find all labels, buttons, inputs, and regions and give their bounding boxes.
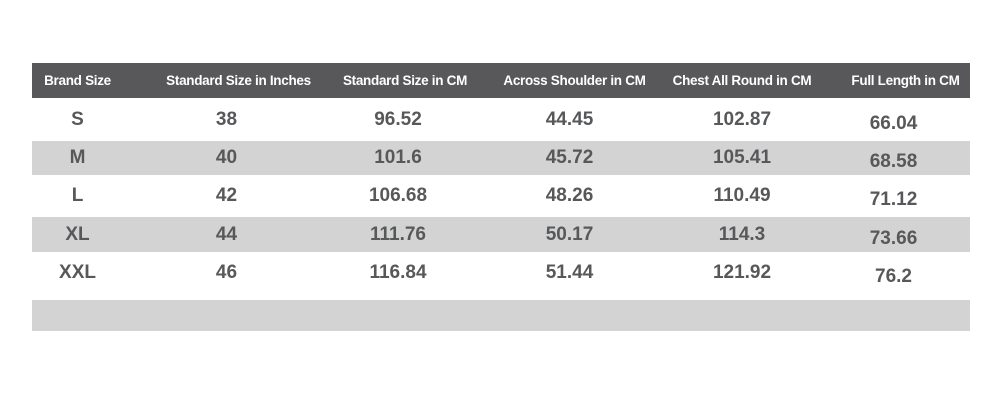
table-row-size-l: L 42 106.68 48.26 110.49 71.12 xyxy=(32,175,970,217)
table-cell: XL xyxy=(32,217,157,252)
table-cell: 105.41 xyxy=(659,141,825,175)
cell-value: 71.12 xyxy=(869,189,918,210)
cell-value: 45.72 xyxy=(545,147,594,168)
empty-cell xyxy=(32,300,970,331)
column-header-label: Standard Size in Inches xyxy=(166,73,311,88)
table-row-size-s: S 38 96.52 44.45 102.87 66.04 xyxy=(32,98,970,141)
table-row-size-xl: XL 44 111.76 50.17 114.3 73.66 xyxy=(32,217,970,252)
table-cell: L xyxy=(32,175,157,217)
table-cell: 114.3 xyxy=(659,217,825,252)
table-cell: 71.12 xyxy=(825,175,970,217)
column-header-standard-size-inches: Standard Size in Inches xyxy=(157,63,320,98)
table-cell: 73.66 xyxy=(825,217,970,252)
cell-value: XXL xyxy=(59,261,96,283)
cell-value: 101.6 xyxy=(374,147,422,168)
row-spacer xyxy=(32,293,970,300)
cell-value: 38 xyxy=(215,108,238,130)
table-cell: 50.17 xyxy=(490,217,659,252)
column-header-label: Full Length in CM xyxy=(851,73,960,88)
table-cell: 48.26 xyxy=(490,175,659,217)
table-cell: 66.04 xyxy=(825,98,970,141)
table-row-empty xyxy=(32,300,970,331)
table-cell: 76.2 xyxy=(825,252,970,293)
table-cell: 46 xyxy=(157,252,320,293)
table-cell: 44 xyxy=(157,217,320,252)
cell-value: 96.52 xyxy=(374,108,422,130)
cell-value: 73.66 xyxy=(869,227,918,249)
table-cell: 44.45 xyxy=(490,98,659,141)
table-row-size-m: M 40 101.6 45.72 105.41 68.58 xyxy=(32,141,970,175)
table-cell: 101.6 xyxy=(320,141,490,175)
cell-value: 116.84 xyxy=(369,261,427,283)
table-cell: 96.52 xyxy=(320,98,490,141)
cell-value: XL xyxy=(65,223,90,245)
column-header-across-shoulder-cm: Across Shoulder in CM xyxy=(490,63,659,98)
cell-value: M xyxy=(69,147,86,168)
table-cell: 38 xyxy=(157,98,320,141)
column-header-standard-size-cm: Standard Size in CM xyxy=(320,63,490,98)
column-header-label: Brand Size xyxy=(44,73,111,88)
cell-value: 51.44 xyxy=(545,261,594,283)
table-cell: 116.84 xyxy=(320,252,490,293)
table-cell: 51.44 xyxy=(490,252,659,293)
cell-value: 114.3 xyxy=(718,223,766,245)
cell-value: 121.92 xyxy=(712,261,772,283)
cell-value: 76.2 xyxy=(875,265,912,287)
column-header-full-length-cm: Full Length in CM xyxy=(825,63,970,98)
column-header-label: Standard Size in CM xyxy=(342,73,468,88)
cell-value: 44 xyxy=(215,223,238,245)
table-header-row: Brand Size Standard Size in Inches Stand… xyxy=(32,63,970,98)
table-cell: 40 xyxy=(157,141,320,175)
cell-value: 105.41 xyxy=(712,147,772,168)
table-cell: XXL xyxy=(32,252,157,293)
table-cell: 45.72 xyxy=(490,141,659,175)
table-cell: 121.92 xyxy=(659,252,825,293)
cell-value: 50.17 xyxy=(545,223,594,245)
cell-value: 110.49 xyxy=(713,185,771,206)
table-cell: 110.49 xyxy=(659,175,825,217)
column-header-brand-size: Brand Size xyxy=(32,63,157,98)
table-cell: 106.68 xyxy=(320,175,490,217)
column-header-label: Chest All Round in CM xyxy=(672,73,812,88)
table-cell: 111.76 xyxy=(320,217,490,252)
cell-value: S xyxy=(71,108,84,130)
table-cell: S xyxy=(32,98,157,141)
cell-value: 66.04 xyxy=(869,112,918,134)
table-cell: 42 xyxy=(157,175,320,217)
cell-value: 106.68 xyxy=(368,185,428,206)
table-row-size-xxl: XXL 46 116.84 51.44 121.92 76.2 xyxy=(32,252,970,293)
cell-value: 102.87 xyxy=(712,108,772,130)
table-cell: 102.87 xyxy=(659,98,825,141)
spacer-cell xyxy=(32,293,970,300)
cell-value: 111.76 xyxy=(369,223,427,245)
size-chart-table: Brand Size Standard Size in Inches Stand… xyxy=(32,63,970,331)
table-cell: M xyxy=(32,141,157,175)
cell-value: L xyxy=(71,185,84,206)
cell-value: 44.45 xyxy=(545,108,594,130)
cell-value: 42 xyxy=(215,185,238,206)
table-cell: 68.58 xyxy=(825,141,970,175)
cell-value: 46 xyxy=(215,261,238,283)
size-chart: Brand Size Standard Size in Inches Stand… xyxy=(32,63,970,331)
cell-value: 68.58 xyxy=(869,151,918,172)
cell-value: 40 xyxy=(215,147,238,168)
column-header-chest-all-round-cm: Chest All Round in CM xyxy=(659,63,825,98)
column-header-label: Across Shoulder in CM xyxy=(503,73,646,88)
cell-value: 48.26 xyxy=(545,185,594,206)
